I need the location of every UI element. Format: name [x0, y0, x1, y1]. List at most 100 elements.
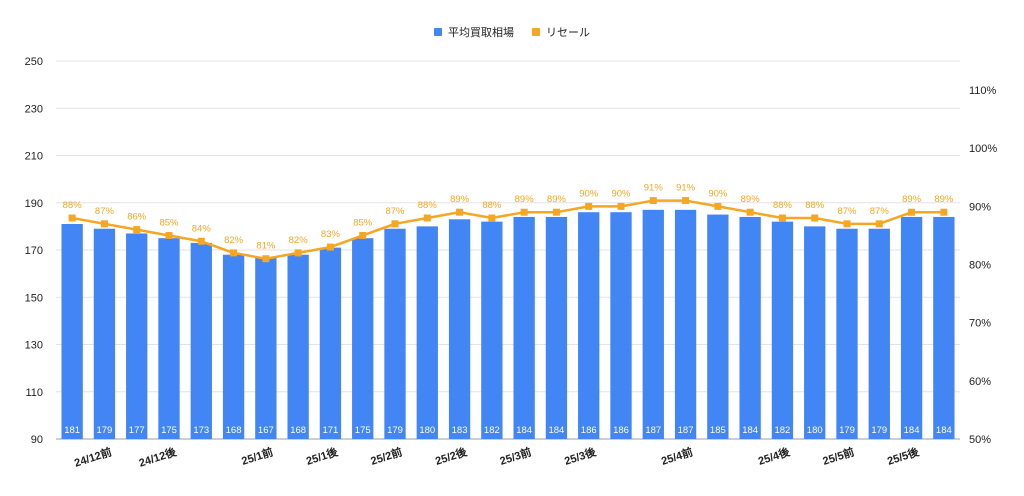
- bar-value-label: 173: [193, 425, 209, 436]
- bar-value-label: 184: [516, 425, 532, 436]
- x-tick-label: 25/3後: [562, 444, 598, 468]
- bar[interactable]: [739, 216, 761, 439]
- line-point[interactable]: [811, 214, 819, 222]
- line-point[interactable]: [940, 208, 948, 216]
- bar[interactable]: [287, 254, 309, 439]
- bar-value-label: 175: [161, 425, 177, 436]
- line-point[interactable]: [100, 220, 108, 228]
- bar-value-label: 175: [355, 425, 371, 436]
- bar[interactable]: [126, 233, 148, 439]
- bar-value-label: 179: [839, 425, 855, 436]
- line-point[interactable]: [423, 214, 431, 222]
- bar[interactable]: [416, 226, 438, 439]
- bar[interactable]: [804, 226, 826, 439]
- x-tick-label: 24/12前: [72, 445, 113, 470]
- line-point[interactable]: [197, 237, 205, 245]
- bar-value-label: 181: [64, 425, 80, 436]
- bar[interactable]: [836, 228, 858, 439]
- bar[interactable]: [481, 221, 503, 439]
- x-tick-label: 25/2前: [369, 445, 404, 468]
- line-point[interactable]: [843, 220, 851, 228]
- bar[interactable]: [513, 216, 535, 439]
- line-point[interactable]: [359, 231, 367, 239]
- legend-label-bar: 平均買取相場: [448, 26, 514, 39]
- bar[interactable]: [674, 209, 697, 439]
- legend-label-line: リセール: [546, 26, 590, 39]
- line-value-label: 90%: [579, 188, 599, 199]
- line-value-label: 83%: [321, 229, 341, 240]
- bar-value-label: 185: [710, 425, 726, 436]
- line-point[interactable]: [326, 243, 334, 251]
- line-point[interactable]: [456, 208, 464, 216]
- bar[interactable]: [578, 212, 600, 439]
- line-point[interactable]: [391, 220, 399, 228]
- line-point[interactable]: [552, 208, 560, 216]
- bar-value-label: 187: [678, 425, 694, 436]
- y-tick-label: 210: [25, 151, 43, 163]
- bar-value-label: 186: [581, 425, 597, 436]
- line-point[interactable]: [133, 226, 141, 234]
- y2-tick-label: 100%: [969, 143, 997, 155]
- bar-value-label: 179: [96, 425, 112, 436]
- line-point[interactable]: [875, 220, 883, 228]
- bar[interactable]: [190, 242, 212, 439]
- x-tick-label: 25/5前: [821, 445, 856, 468]
- bar-value-label: 171: [322, 425, 338, 436]
- y-tick-label: 150: [25, 292, 43, 304]
- line-point[interactable]: [585, 202, 593, 210]
- y-tick-label: 190: [25, 198, 43, 210]
- bar-value-label: 180: [807, 425, 823, 436]
- x-tick-label: 25/4前: [659, 445, 694, 468]
- line-point[interactable]: [165, 231, 173, 239]
- x-tick-label: 25/4後: [756, 444, 792, 468]
- bar[interactable]: [610, 212, 632, 439]
- bar[interactable]: [384, 228, 406, 439]
- y2-tick-label: 110%: [969, 85, 997, 97]
- line-value-label: 88%: [418, 200, 438, 211]
- bar[interactable]: [868, 228, 890, 439]
- y2-tick-label: 50%: [969, 434, 991, 446]
- bar[interactable]: [707, 214, 729, 439]
- line-value-label: 89%: [547, 194, 567, 205]
- line-point[interactable]: [746, 208, 754, 216]
- line-point[interactable]: [617, 202, 625, 210]
- bar[interactable]: [61, 224, 83, 439]
- legend-item-bar[interactable]: 平均買取相場: [434, 24, 514, 40]
- bar[interactable]: [319, 247, 342, 439]
- line-point[interactable]: [649, 197, 657, 205]
- bar-value-label: 183: [452, 425, 468, 436]
- bar[interactable]: [933, 216, 955, 439]
- bar-value-label: 168: [226, 425, 242, 436]
- bar[interactable]: [255, 257, 277, 439]
- line-point[interactable]: [682, 197, 690, 205]
- line-point[interactable]: [230, 249, 238, 257]
- bar[interactable]: [771, 221, 794, 439]
- bar[interactable]: [900, 216, 923, 439]
- bar-value-label: 184: [742, 425, 758, 436]
- line-point[interactable]: [908, 208, 916, 216]
- bar-value-label: 179: [871, 425, 887, 436]
- line-point[interactable]: [294, 249, 302, 257]
- y2-tick-label: 90%: [969, 201, 991, 213]
- bar[interactable]: [545, 216, 568, 439]
- bar[interactable]: [642, 209, 664, 439]
- y-tick-label: 250: [25, 56, 43, 68]
- bar[interactable]: [222, 254, 245, 439]
- line-point[interactable]: [488, 214, 496, 222]
- bar[interactable]: [448, 219, 471, 439]
- bar[interactable]: [352, 238, 374, 439]
- line-point[interactable]: [714, 202, 722, 210]
- bar[interactable]: [93, 228, 116, 439]
- line-point[interactable]: [68, 214, 76, 222]
- line-point[interactable]: [520, 208, 528, 216]
- bar[interactable]: [158, 238, 180, 439]
- line-value-label: 84%: [192, 223, 212, 234]
- y-tick-label: 170: [25, 245, 43, 257]
- line-value-label: 89%: [902, 194, 922, 205]
- line-point[interactable]: [262, 255, 270, 263]
- bar-value-label: 182: [774, 425, 790, 436]
- legend-item-line[interactable]: リセール: [532, 24, 590, 40]
- bar-value-label: 182: [484, 425, 500, 436]
- line-point[interactable]: [778, 214, 786, 222]
- line-value-label: 89%: [515, 194, 535, 205]
